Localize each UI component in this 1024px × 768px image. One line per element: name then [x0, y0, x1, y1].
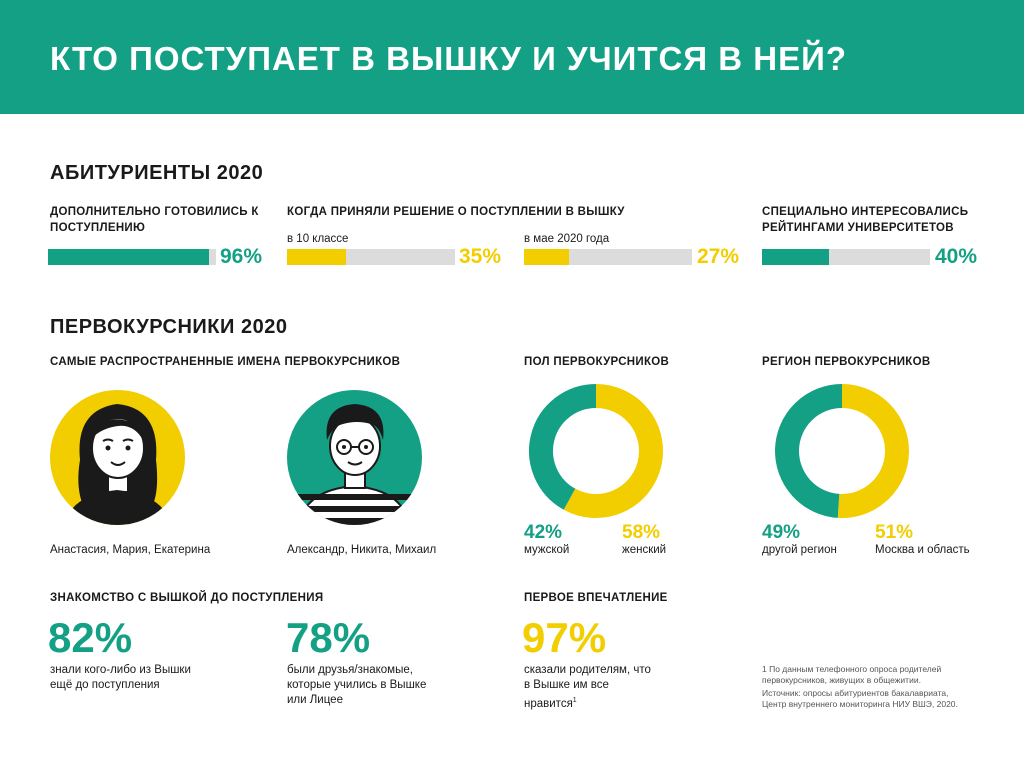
gender-male-pct: 42% [524, 522, 563, 543]
ratings-label: СПЕЦИАЛЬНО ИНТЕРЕСОВАЛИСЬ РЕЙТИНГАМИ УНИ… [762, 206, 969, 234]
male-names: Александр, Никита, Михаил [287, 544, 437, 556]
ratings-bar-track [762, 249, 930, 265]
impression-label: ПЕРВОЕ ВПЕЧАТЛЕНИЕ [524, 592, 668, 604]
decision-may2020-value: 27% [697, 245, 740, 268]
decision-may2020-bar-fill [524, 249, 570, 265]
female-names: Анастасия, Мария, Екатерина [50, 544, 211, 556]
impression-text: сказали родителям, что в Вышке им все нр… [524, 664, 651, 710]
region-other-slice [775, 384, 843, 518]
region-moscow-label: Москва и область [875, 544, 970, 556]
decision-grade10-label: в 10 классе [287, 233, 349, 245]
gender-female-slice [563, 384, 663, 518]
prep-bar-track [48, 249, 216, 265]
impression-footnote-mark: 1 [572, 697, 577, 704]
gender-male-label: мужской [524, 544, 570, 556]
page-title: КТО ПОСТУПАЕТ В ВЫШКУ И УЧИТСЯ В НЕЙ? [50, 40, 847, 77]
source-note: Источник: опросы абитуриентов бакалавриа… [762, 688, 958, 709]
freshmen-section-title: ПЕРВОКУРСНИКИ 2020 [50, 316, 288, 338]
ratings-bar-fill [762, 249, 830, 265]
impression-text-block: сказали родителям, что в Вышке им все нр… [524, 663, 659, 712]
gender-male-slice [529, 384, 597, 510]
prep-bar-fill [48, 249, 210, 265]
decision-may2020-bar-track [524, 249, 692, 265]
region-moscow-pct: 51% [875, 522, 914, 543]
acquaintance-stat1-text: знали кого-либо из Вышки ещё до поступле… [50, 664, 191, 691]
decision-may2020-label: в мае 2020 года [524, 233, 610, 245]
decision-grade10-bar-fill [287, 249, 346, 265]
region-label: РЕГИОН ПЕРВОКУРСНИКОВ [762, 356, 931, 368]
prep-value: 96% [220, 245, 263, 268]
region-donut-chart [775, 384, 909, 518]
female-avatar-icon [50, 390, 185, 525]
region-other-pct: 49% [762, 522, 801, 543]
region-moscow-slice [837, 384, 909, 518]
acquaintance-stat2-value: 78% [286, 614, 371, 661]
decision-grade10-bar-track [287, 249, 455, 265]
gender-donut-chart [529, 384, 663, 518]
applicants-section-title: АБИТУРИЕНТЫ 2020 [50, 162, 264, 184]
acquaintance-stat1-value: 82% [48, 614, 133, 661]
region-other-label: другой регион [762, 544, 837, 556]
gender-female-label: женский [622, 544, 667, 556]
decision-label: КОГДА ПРИНЯЛИ РЕШЕНИЕ О ПОСТУПЛЕНИИ В ВЫ… [287, 206, 625, 218]
gender-female-pct: 58% [622, 522, 661, 543]
acquaintance-stat2-text: были друзья/знакомые, которые учились в … [287, 664, 427, 706]
acquaintance-label: ЗНАКОМСТВО С ВЫШКОЙ ДО ПОСТУПЛЕНИЯ [50, 592, 324, 604]
decision-grade10-value: 35% [459, 245, 502, 268]
names-label: САМЫЕ РАСПРОСТРАНЕННЫЕ ИМЕНА ПЕРВОКУРСНИ… [50, 356, 401, 368]
footnote: 1 По данным телефонного опроса родителей… [762, 664, 942, 685]
ratings-value: 40% [935, 245, 978, 268]
impression-value: 97% [522, 614, 607, 661]
male-avatar-icon [287, 390, 422, 525]
prep-label: ДОПОЛНИТЕЛЬНО ГОТОВИЛИСЬ К ПОСТУПЛЕНИЮ [50, 206, 259, 234]
header-banner [0, 0, 1024, 114]
gender-label: ПОЛ ПЕРВОКУРСНИКОВ [524, 356, 670, 368]
